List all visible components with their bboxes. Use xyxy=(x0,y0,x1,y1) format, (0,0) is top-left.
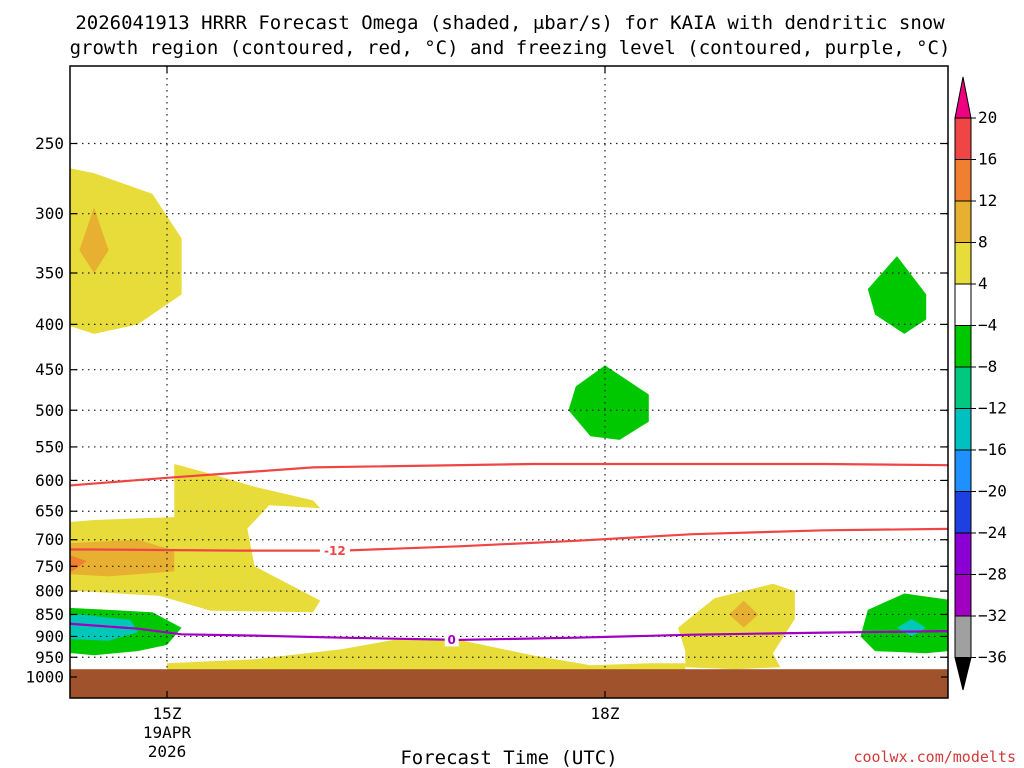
colorbar-segment xyxy=(954,200,972,243)
x-tick-label: 19APR xyxy=(143,723,192,742)
colorbar-segment xyxy=(954,449,972,492)
credit-text: coolwx.com/modelts xyxy=(853,748,1016,766)
y-tick-label: 400 xyxy=(35,315,64,334)
colorbar-label: 20 xyxy=(978,108,997,127)
colorbar-segment xyxy=(954,532,972,575)
colorbar-segment xyxy=(954,408,972,451)
colorbar-segment xyxy=(954,242,972,285)
colorbar-label: −28 xyxy=(978,565,1007,584)
y-tick-label: 300 xyxy=(35,204,64,223)
omega-region xyxy=(70,614,138,641)
y-tick-label: 350 xyxy=(35,263,64,282)
plot-area: -18-18-12-120025030035040045050055060065… xyxy=(25,65,1024,761)
colorbar-label: −16 xyxy=(978,440,1007,459)
colorbar-label: 12 xyxy=(978,191,997,210)
y-tick-label: 800 xyxy=(35,582,64,601)
y-tick-label: 600 xyxy=(35,471,64,490)
y-tick-label: 750 xyxy=(35,557,64,576)
y-tick-label: 850 xyxy=(35,605,64,624)
colorbar-label: −36 xyxy=(978,648,1007,667)
chart-title-line-1: 2026041913 HRRR Forecast Omega (shaded, … xyxy=(75,12,945,34)
gridlines xyxy=(70,66,948,698)
y-tick-label: 1000 xyxy=(25,668,64,687)
y-tick-label: 250 xyxy=(35,134,64,153)
colorbar: 20 16 12 8 4 −4 −8 −12 −16 −20 −24 −28 −32 −36 xyxy=(954,76,1007,691)
colorbar-segment xyxy=(954,325,972,368)
omega-region xyxy=(568,365,649,440)
y-tick-label: 450 xyxy=(35,360,64,379)
plot-frame xyxy=(69,65,949,699)
freezing-level-contour xyxy=(70,622,948,642)
dgz-contour-label: -12 xyxy=(324,544,346,558)
freezing-level-contour-label: 0 xyxy=(448,633,456,647)
omega-region xyxy=(70,464,321,613)
y-tick-label: 550 xyxy=(35,437,64,456)
colorbar-segment xyxy=(954,615,972,658)
colorbar-label: 4 xyxy=(978,274,988,293)
omega-region xyxy=(860,593,948,654)
colorbar-segment xyxy=(954,117,972,160)
omega-region xyxy=(167,638,686,677)
x-tick-label: 18Z xyxy=(591,704,620,723)
colorbar-bottom-arrow xyxy=(954,657,972,691)
y-tick-label: 950 xyxy=(35,648,64,667)
colorbar-segment xyxy=(954,574,972,617)
colorbar-label: 16 xyxy=(978,150,997,169)
omega-region xyxy=(70,168,182,334)
ground-terrain xyxy=(70,669,948,698)
plot-inner: -18-18-12-1200 xyxy=(70,66,1024,698)
omega-region xyxy=(70,555,87,572)
omega-region xyxy=(1007,399,1024,523)
colorbar-top-arrow xyxy=(954,76,972,119)
dgz-contour xyxy=(70,462,948,487)
colorbar-segment xyxy=(954,283,972,326)
colorbar-label: −4 xyxy=(978,316,997,335)
colorbar-label: −32 xyxy=(978,606,1007,625)
x-axis-label: Forecast Time (UTC) xyxy=(400,747,617,768)
y-tick-label: 650 xyxy=(35,502,64,521)
omega-region xyxy=(867,256,927,334)
y-tick-label: 900 xyxy=(35,627,64,646)
colorbar-label: −24 xyxy=(978,523,1007,542)
dgz-contour-label-bg xyxy=(319,543,350,558)
colorbar-label: −12 xyxy=(978,399,1007,418)
x-tick-label: 15Z xyxy=(153,704,182,723)
colorbar-segment xyxy=(954,491,972,534)
colorbar-segment xyxy=(954,366,972,409)
omega-region xyxy=(729,600,759,628)
y-tick-label: 500 xyxy=(35,401,64,420)
colorbar-label: −8 xyxy=(978,357,997,376)
x-tick-label: 2026 xyxy=(148,742,187,761)
colorbar-label: 8 xyxy=(978,233,988,252)
omega-region xyxy=(678,583,795,670)
y-tick-label: 700 xyxy=(35,530,64,549)
omega-region xyxy=(79,207,109,273)
freezing-level-contour-label-bg xyxy=(444,632,459,647)
chart-title-line-2: growth region (contoured, red, °C) and f… xyxy=(70,37,951,59)
colorbar-label: −20 xyxy=(978,482,1007,501)
colorbar-segment xyxy=(954,159,972,202)
